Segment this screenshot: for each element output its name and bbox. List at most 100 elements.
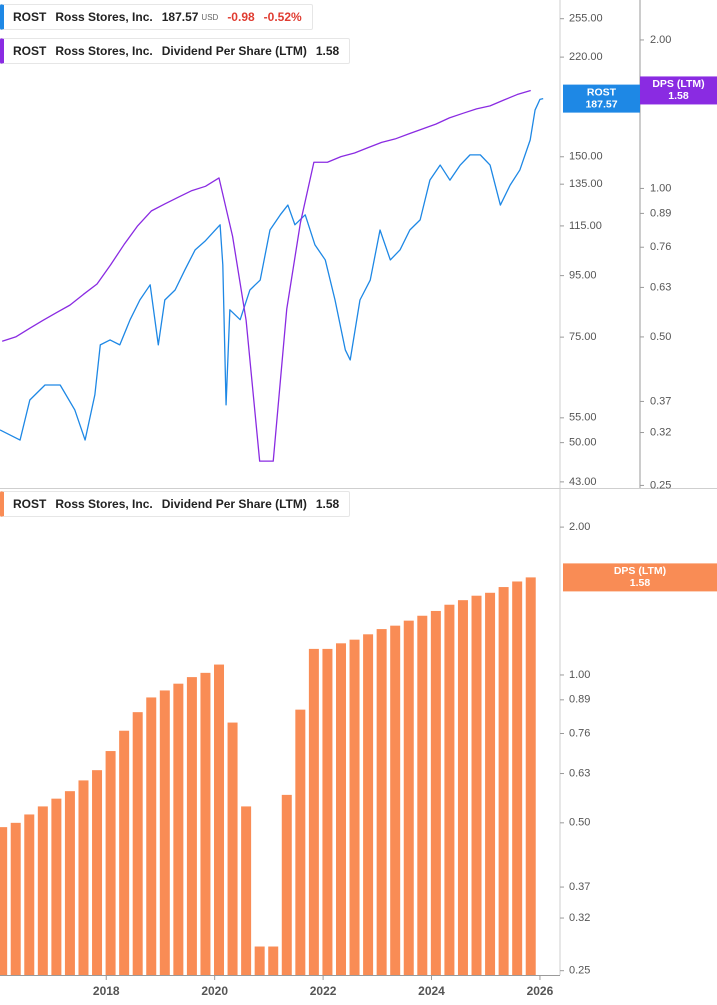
y-tick-label: 150.00 (569, 151, 603, 163)
y2-tick-label: 0.63 (650, 281, 671, 293)
y-tick-label: 2.00 (569, 521, 590, 533)
legend-ticker: ROST (13, 10, 47, 24)
legend-change-pct: -0.52% (263, 10, 302, 24)
bar (335, 643, 346, 975)
bar (390, 625, 401, 975)
bar (51, 798, 62, 975)
y-tick-label: 220.00 (569, 51, 603, 63)
legend-company: Ross Stores, Inc. (55, 497, 153, 511)
y2-tick-label: 0.37 (650, 395, 671, 407)
bar (457, 600, 468, 975)
y-tick-label: 0.50 (569, 817, 590, 829)
y-tick-label: 95.00 (569, 270, 597, 282)
bar (132, 712, 143, 975)
bar (322, 648, 333, 975)
bar (227, 722, 238, 975)
bar (173, 683, 184, 975)
bar (308, 648, 319, 975)
y-tick-label: 0.76 (569, 727, 590, 739)
bar (525, 577, 536, 975)
x-tick-label: 2026 (527, 984, 554, 998)
badge-label: DPS (LTM) (652, 78, 704, 90)
bar (0, 827, 8, 975)
bar (24, 814, 35, 975)
legend-company: Ross Stores, Inc. (55, 10, 153, 24)
bar (430, 610, 441, 975)
bar (268, 946, 279, 975)
legend-price: 187.57 (161, 10, 199, 24)
bar (105, 751, 116, 975)
bar (241, 806, 252, 975)
legend-currency: USD (201, 12, 219, 22)
y2-tick-label: 1.00 (650, 182, 671, 194)
bar (281, 794, 292, 975)
bar (349, 639, 360, 975)
bar (498, 587, 509, 975)
y-tick-label: 0.25 (569, 965, 590, 977)
badge-label: DPS (LTM) (614, 565, 666, 577)
legend-ticker: ROST (13, 497, 47, 511)
value-badge (563, 84, 640, 113)
y-tick-label: 0.89 (569, 694, 590, 706)
bar (485, 592, 496, 975)
legend-company: Ross Stores, Inc. (55, 44, 153, 58)
series-line (1, 89, 531, 462)
badge-label: ROST (587, 86, 617, 98)
bar (254, 946, 265, 975)
bar (200, 672, 211, 975)
legend-ticker: ROST (13, 44, 47, 58)
bar (92, 770, 103, 975)
x-tick-label: 2024 (418, 984, 445, 998)
bar (471, 595, 482, 975)
legend-series: Dividend Per Share (LTM) (161, 44, 307, 58)
y-tick-label: 0.37 (569, 881, 590, 893)
y-tick-label: 1.00 (569, 669, 590, 681)
y2-tick-label: 0.32 (650, 426, 671, 438)
bar (403, 620, 414, 975)
y2-tick-label: 0.76 (650, 241, 671, 253)
legend-value: 1.58 (315, 44, 340, 58)
badge-value: 1.58 (630, 577, 651, 589)
price-legend: ROST Ross Stores, Inc. 187.57 USD -0.98 … (0, 4, 313, 30)
y-tick-label: 0.63 (569, 767, 590, 779)
legend-change: -0.98 (227, 10, 255, 24)
y2-tick-label: 0.25 (650, 479, 671, 491)
y-tick-label: 0.32 (569, 912, 590, 924)
bar (214, 664, 225, 975)
bar (186, 677, 197, 975)
badge-value: 187.57 (585, 98, 617, 110)
y-tick-label: 55.00 (569, 412, 597, 424)
value-badge (563, 563, 717, 592)
badge-value: 1.58 (668, 90, 689, 102)
value-badge (640, 76, 717, 105)
bar (363, 634, 374, 975)
dps-legend: ROST Ross Stores, Inc. Dividend Per Shar… (0, 491, 351, 517)
dps-legend: ROST Ross Stores, Inc. Dividend Per Shar… (0, 38, 351, 64)
bar (376, 629, 387, 975)
y-tick-label: 75.00 (569, 331, 597, 343)
y-tick-label: 115.00 (569, 220, 602, 232)
y-tick-label: 135.00 (569, 178, 603, 190)
bar (37, 806, 48, 975)
x-tick-label: 2022 (310, 984, 337, 998)
legend-value: 1.58 (315, 497, 340, 511)
bar (444, 604, 455, 975)
y-tick-label: 43.00 (569, 476, 597, 488)
y2-tick-label: 0.89 (650, 207, 671, 219)
bar (512, 581, 523, 975)
x-tick-label: 2020 (201, 984, 228, 998)
series-line (0, 97, 544, 441)
bar (146, 697, 157, 975)
x-tick-label: 2018 (93, 984, 120, 998)
legend-series: Dividend Per Share (LTM) (161, 497, 307, 511)
y2-tick-label: 0.50 (650, 331, 671, 343)
y2-tick-label: 2.00 (650, 34, 671, 46)
bar (10, 822, 21, 975)
bar (295, 709, 306, 975)
y-tick-label: 255.00 (569, 13, 603, 25)
bar (78, 780, 89, 975)
y-tick-label: 50.00 (569, 437, 597, 449)
bar (119, 730, 130, 975)
